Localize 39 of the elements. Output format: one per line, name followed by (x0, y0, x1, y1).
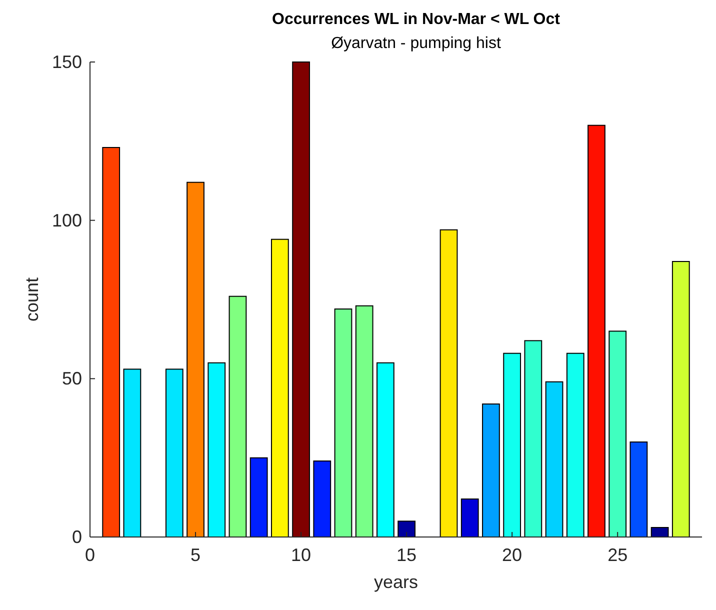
x-tick-label: 20 (502, 545, 522, 565)
bar (524, 340, 542, 538)
bar (355, 305, 374, 538)
x-axis-title: years (374, 572, 418, 592)
bar (292, 62, 310, 538)
bar (334, 308, 352, 538)
bar (588, 124, 606, 538)
bar (566, 352, 584, 538)
y-axis-title: count (22, 277, 42, 322)
bar (672, 261, 690, 538)
x-tick-label: 10 (291, 545, 312, 565)
bar (608, 330, 627, 538)
bar (270, 238, 289, 538)
chart-title: Occurrences WL in Nov-Mar < WL Oct (272, 11, 561, 28)
bar (313, 460, 332, 538)
y-tick-label: 100 (52, 210, 82, 230)
chart-subtitle: Øyarvatn - pumping hist (331, 35, 502, 52)
y-tick-label: 150 (52, 52, 82, 72)
bar (630, 442, 648, 538)
x-tick-label: 25 (608, 545, 628, 565)
bar (102, 147, 120, 538)
y-tick-label: 50 (62, 368, 82, 389)
x-tick-label: 5 (190, 545, 201, 565)
bar (165, 368, 184, 538)
bar (123, 368, 142, 538)
bar (250, 457, 268, 538)
bar (376, 362, 394, 538)
bar (208, 362, 226, 538)
y-tick-label: 0 (72, 527, 82, 547)
bar (440, 229, 458, 538)
bar (503, 352, 522, 538)
bar (482, 404, 500, 538)
bar (545, 381, 564, 538)
x-tick-label: 15 (396, 545, 417, 565)
x-tick-label: 0 (84, 545, 96, 565)
bar (228, 296, 247, 538)
bar (460, 498, 479, 538)
bar (398, 520, 416, 538)
bar (186, 182, 204, 538)
